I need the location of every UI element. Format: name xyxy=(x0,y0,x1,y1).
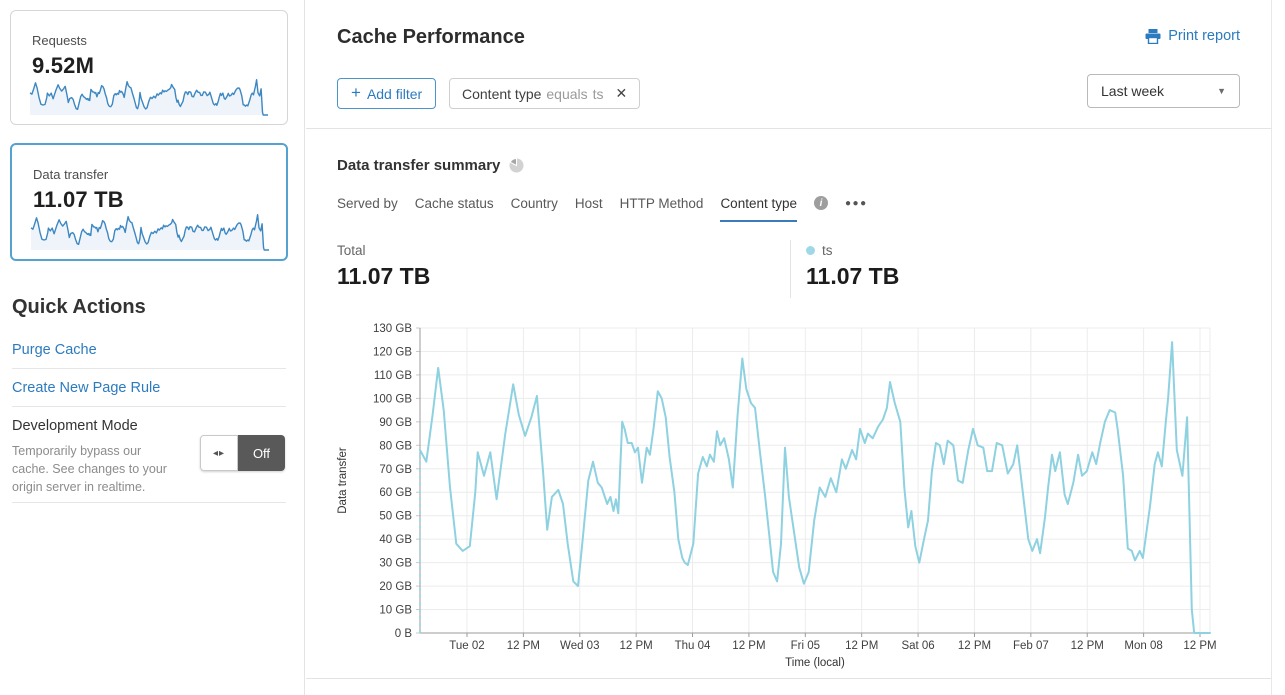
data-transfer-card-label: Data transfer xyxy=(33,167,109,182)
print-report-button[interactable]: Print report xyxy=(1145,28,1240,44)
svg-text:Time (local): Time (local) xyxy=(785,657,845,669)
data-transfer-card-value: 11.07 TB xyxy=(33,187,124,212)
legend-series-value: 11.07 TB xyxy=(806,263,900,289)
total-label: Total xyxy=(337,243,366,258)
toggle-off-state: Off xyxy=(238,435,285,471)
requests-card[interactable]: Requests 9.52M xyxy=(10,10,288,125)
svg-text:10 GB: 10 GB xyxy=(379,605,412,617)
svg-text:Feb 07: Feb 07 xyxy=(1013,640,1049,652)
dimension-tabs: Served by Cache status Country Host HTTP Met… xyxy=(337,196,868,222)
tab-host[interactable]: Host xyxy=(574,196,603,211)
svg-text:80 GB: 80 GB xyxy=(379,440,412,452)
requests-sparkline-chart xyxy=(29,79,268,116)
legend-dot-icon xyxy=(806,246,815,255)
page-title: Cache Performance xyxy=(337,26,525,48)
svg-text:120 GB: 120 GB xyxy=(373,346,412,358)
svg-text:12 PM: 12 PM xyxy=(620,640,653,652)
svg-text:60 GB: 60 GB xyxy=(379,487,412,499)
svg-text:12 PM: 12 PM xyxy=(507,640,540,652)
main-content: Cache Performance Print report + Add fil… xyxy=(306,0,1285,695)
tab-served-by[interactable]: Served by xyxy=(337,196,398,211)
time-range-select[interactable]: Last week ▼ xyxy=(1087,74,1240,108)
development-mode-toggle[interactable]: ◂▸ Off xyxy=(200,435,285,471)
printer-icon xyxy=(1145,28,1161,44)
data-transfer-sparkline-chart xyxy=(30,214,269,251)
section-divider xyxy=(306,128,1272,129)
tab-cache-status[interactable]: Cache status xyxy=(414,196,494,211)
summary-title: Data transfer summary xyxy=(337,157,501,174)
svg-text:30 GB: 30 GB xyxy=(379,558,412,570)
section-divider xyxy=(306,678,1272,679)
sidebar-divider xyxy=(12,368,286,369)
svg-text:12 PM: 12 PM xyxy=(845,640,878,652)
svg-text:Tue 02: Tue 02 xyxy=(449,640,484,652)
time-range-value: Last week xyxy=(1101,83,1165,99)
totals-separator xyxy=(790,240,791,298)
tab-content-type[interactable]: Content type xyxy=(720,196,797,222)
svg-text:Fri 05: Fri 05 xyxy=(791,640,820,652)
svg-text:Sat 06: Sat 06 xyxy=(901,640,934,652)
svg-text:90 GB: 90 GB xyxy=(379,417,412,429)
legend-series-name: ts xyxy=(822,243,833,258)
series-legend[interactable]: ts xyxy=(806,243,833,258)
filter-chip-close-icon[interactable]: ✕ xyxy=(615,85,628,101)
svg-text:Thu 04: Thu 04 xyxy=(675,640,711,652)
filter-chip-operator: equals xyxy=(546,85,588,102)
total-value: 11.07 TB xyxy=(337,263,431,289)
filter-chip-value: ts xyxy=(592,85,604,102)
panel-right-edge xyxy=(1271,0,1272,695)
svg-text:Data transfer: Data transfer xyxy=(337,447,349,514)
svg-text:40 GB: 40 GB xyxy=(379,534,412,546)
svg-text:Wed 03: Wed 03 xyxy=(560,640,599,652)
info-icon[interactable]: i xyxy=(814,196,828,210)
svg-text:12 PM: 12 PM xyxy=(1071,640,1104,652)
svg-text:20 GB: 20 GB xyxy=(379,581,412,593)
tab-http-method[interactable]: HTTP Method xyxy=(619,196,704,211)
add-filter-label: Add filter xyxy=(366,85,423,102)
tab-country[interactable]: Country xyxy=(510,196,558,211)
svg-text:0 B: 0 B xyxy=(395,628,413,640)
requests-card-label: Requests xyxy=(32,33,87,48)
analytics-sidebar: Requests 9.52M Data transfer 11.07 TB Qu… xyxy=(0,0,305,695)
toggle-arrows-icon: ◂▸ xyxy=(200,435,238,471)
sidebar-divider xyxy=(12,502,286,503)
purge-cache-link[interactable]: Purge Cache xyxy=(12,342,97,358)
svg-text:110 GB: 110 GB xyxy=(374,370,412,382)
svg-text:130 GB: 130 GB xyxy=(373,323,412,335)
add-filter-button[interactable]: + Add filter xyxy=(337,78,437,109)
data-transfer-card[interactable]: Data transfer 11.07 TB xyxy=(10,143,288,261)
development-mode-title: Development Mode xyxy=(12,418,138,434)
print-report-label: Print report xyxy=(1168,28,1240,44)
svg-text:Mon 08: Mon 08 xyxy=(1124,640,1162,652)
chevron-down-icon: ▼ xyxy=(1217,86,1226,96)
svg-text:12 PM: 12 PM xyxy=(958,640,991,652)
pie-timer-icon xyxy=(509,158,524,173)
svg-text:100 GB: 100 GB xyxy=(373,393,412,405)
development-mode-description: Temporarily bypass our cache. See change… xyxy=(12,444,167,495)
svg-text:12 PM: 12 PM xyxy=(1183,640,1216,652)
svg-text:70 GB: 70 GB xyxy=(379,464,412,476)
requests-card-value: 9.52M xyxy=(32,53,95,78)
svg-text:12 PM: 12 PM xyxy=(732,640,765,652)
create-page-rule-link[interactable]: Create New Page Rule xyxy=(12,380,161,396)
filter-chip[interactable]: Content type equals ts ✕ xyxy=(449,78,641,109)
filter-chip-field: Content type xyxy=(462,85,542,102)
svg-text:50 GB: 50 GB xyxy=(379,511,412,523)
plus-icon: + xyxy=(351,83,361,102)
more-tabs-icon[interactable]: ●●● xyxy=(845,198,868,209)
line-chart-svg: 0 B 10 GB 20 GB 30 GB 40 GB 50 GB 60 GB 70 GB 80… xyxy=(337,323,1217,669)
data-transfer-chart: 0 B 10 GB 20 GB 30 GB 40 GB 50 GB 60 GB 70 GB 80… xyxy=(306,313,1272,680)
sidebar-divider xyxy=(12,406,286,407)
quick-actions-title: Quick Actions xyxy=(12,296,146,318)
